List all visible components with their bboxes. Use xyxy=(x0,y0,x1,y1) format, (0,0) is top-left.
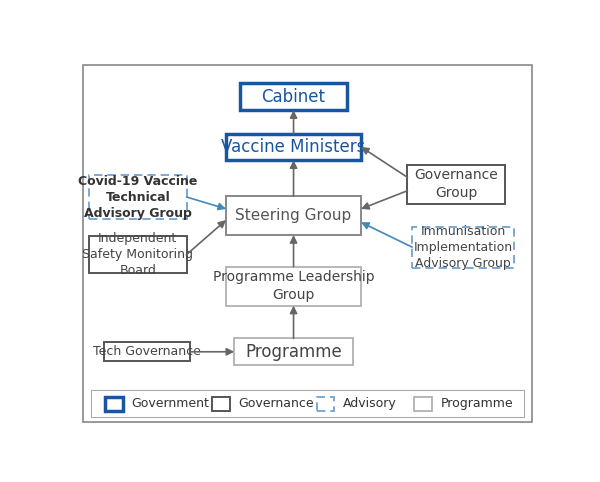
Text: Cabinet: Cabinet xyxy=(262,88,326,106)
FancyBboxPatch shape xyxy=(317,397,334,411)
Text: Programme: Programme xyxy=(440,397,513,410)
Text: Immunisation
Implementation
Advisory Group: Immunisation Implementation Advisory Gro… xyxy=(414,225,513,269)
Text: Programme Leadership
Group: Programme Leadership Group xyxy=(213,270,374,302)
FancyBboxPatch shape xyxy=(89,236,187,273)
Text: Governance: Governance xyxy=(238,397,314,410)
Text: Independent
Safety Monitoring
Board: Independent Safety Monitoring Board xyxy=(82,232,193,277)
FancyBboxPatch shape xyxy=(226,134,361,161)
FancyBboxPatch shape xyxy=(226,196,361,235)
Text: Tech Governance: Tech Governance xyxy=(93,345,201,358)
FancyBboxPatch shape xyxy=(234,338,353,365)
Text: Covid-19 Vaccine
Technical
Advisory Group: Covid-19 Vaccine Technical Advisory Grou… xyxy=(78,174,197,219)
FancyBboxPatch shape xyxy=(415,397,432,411)
FancyBboxPatch shape xyxy=(83,65,532,422)
FancyBboxPatch shape xyxy=(212,397,230,411)
Text: Governance
Group: Governance Group xyxy=(415,168,498,200)
FancyBboxPatch shape xyxy=(412,227,514,268)
FancyBboxPatch shape xyxy=(105,397,123,411)
FancyBboxPatch shape xyxy=(240,83,347,110)
Text: Advisory: Advisory xyxy=(343,397,397,410)
Text: Steering Group: Steering Group xyxy=(235,208,352,223)
Text: Vaccine Ministers: Vaccine Ministers xyxy=(221,138,366,156)
Text: Programme: Programme xyxy=(245,343,342,361)
Text: Government: Government xyxy=(131,397,209,410)
FancyBboxPatch shape xyxy=(407,164,505,203)
FancyBboxPatch shape xyxy=(91,390,524,417)
FancyBboxPatch shape xyxy=(89,175,187,219)
FancyBboxPatch shape xyxy=(226,267,361,306)
FancyBboxPatch shape xyxy=(104,342,190,362)
